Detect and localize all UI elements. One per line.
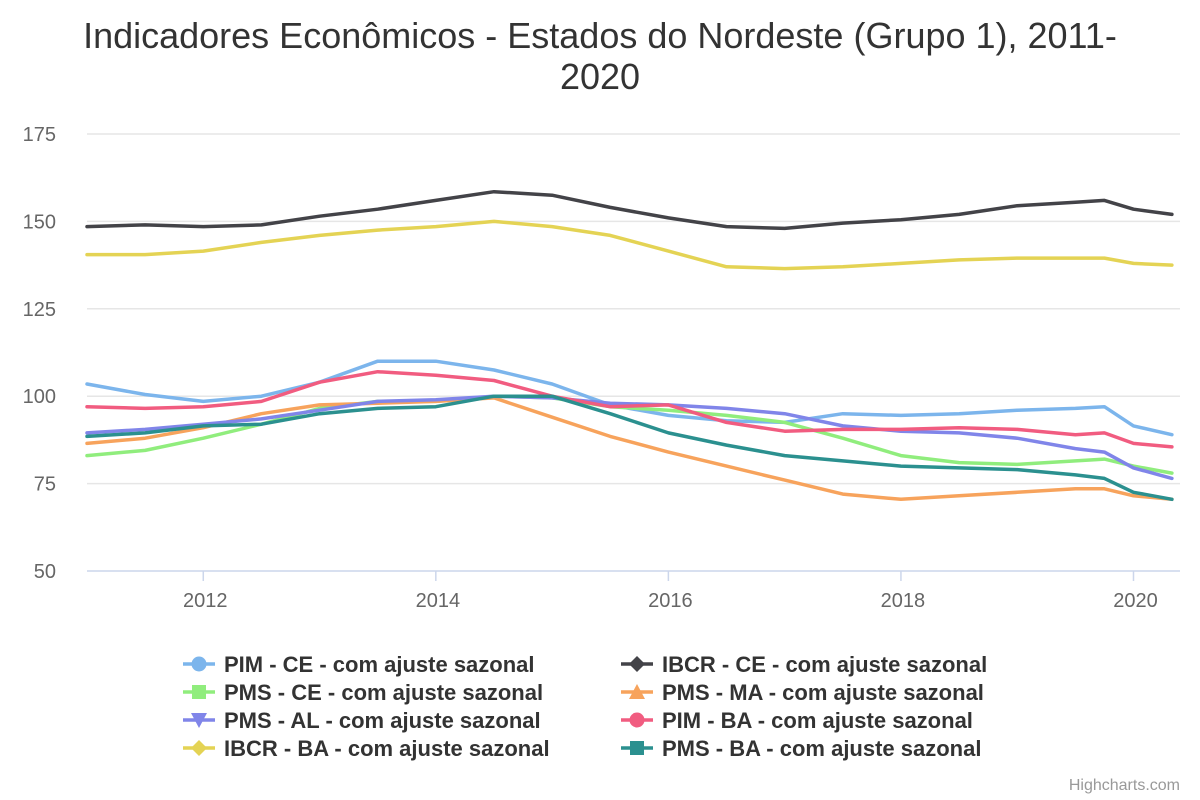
- y-tick-label-175: 175: [23, 124, 56, 146]
- series-line-8[interactable]: [85, 394, 1174, 502]
- chart-title-line-2: 2020: [560, 56, 640, 97]
- y-tick-label-50: 50: [34, 561, 56, 583]
- legend-marker-4: [629, 684, 645, 699]
- legend-item-6[interactable]: PIM - BA - com ajuste sazonal: [621, 708, 973, 733]
- legend-label-7: IBCR - BA - com ajuste sazonal: [224, 736, 550, 761]
- x-tick-label-2018: 2018: [881, 590, 926, 612]
- legend-item-8[interactable]: PMS - BA - com ajuste sazonal: [621, 736, 981, 761]
- x-tick-label-2012: 2012: [183, 590, 228, 612]
- legend-marker-2: [629, 656, 645, 672]
- y-axis-tick-labels: 50 75 100 125 150 175: [23, 124, 56, 583]
- legend-label-5: PMS - AL - com ajuste sazonal: [224, 708, 541, 733]
- y-gridlines: [87, 133, 1180, 485]
- legend-marker-3: [192, 685, 206, 699]
- series-line-1[interactable]: [85, 359, 1174, 437]
- y-tick-label-150: 150: [23, 211, 56, 233]
- series-line-2[interactable]: [85, 189, 1174, 231]
- x-tick-label-2020: 2020: [1113, 590, 1158, 612]
- legend-label-1: PIM - CE - com ajuste sazonal: [224, 652, 535, 677]
- legend-label-2: IBCR - CE - com ajuste sazonal: [662, 652, 987, 677]
- series-line-6[interactable]: [85, 369, 1174, 449]
- legend-marker-1: [191, 656, 207, 672]
- legend-label-4: PMS - MA - com ajuste sazonal: [662, 680, 984, 705]
- legend-item-3[interactable]: PMS - CE - com ajuste sazonal: [183, 680, 543, 705]
- y-tick-label-100: 100: [23, 386, 56, 408]
- legend-marker-7: [191, 740, 207, 756]
- legend-marker-5: [191, 713, 207, 728]
- series-line-4[interactable]: [85, 396, 1174, 502]
- legend-item-4[interactable]: PMS - MA - com ajuste sazonal: [621, 680, 984, 705]
- legend-item-2[interactable]: IBCR - CE - com ajuste sazonal: [621, 652, 987, 677]
- series-line-7[interactable]: [85, 219, 1174, 271]
- legend-item-7[interactable]: IBCR - BA - com ajuste sazonal: [183, 736, 550, 761]
- y-tick-label-125: 125: [23, 299, 56, 321]
- x-tick-label-2016: 2016: [648, 590, 693, 612]
- legend-label-6: PIM - BA - com ajuste sazonal: [662, 708, 973, 733]
- legend-item-1[interactable]: PIM - CE - com ajuste sazonal: [183, 652, 535, 677]
- credits-label[interactable]: Highcharts.com: [1069, 777, 1180, 794]
- legend-marker-8: [630, 741, 644, 755]
- legend: PIM - CE - com ajuste sazonal IBCR - CE -…: [183, 652, 987, 761]
- chart-title-line-1: Indicadores Econômicos - Estados do Nord…: [83, 15, 1117, 56]
- legend-item-5[interactable]: PMS - AL - com ajuste sazonal: [183, 708, 541, 733]
- legend-label-3: PMS - CE - com ajuste sazonal: [224, 680, 543, 705]
- x-axis: 2012 2014 2016 2018 2020: [87, 570, 1180, 612]
- legend-marker-6: [629, 712, 645, 728]
- y-tick-label-75: 75: [34, 474, 56, 496]
- series-lines: [85, 189, 1174, 502]
- legend-label-8: PMS - BA - com ajuste sazonal: [662, 736, 981, 761]
- x-tick-label-2014: 2014: [416, 590, 461, 612]
